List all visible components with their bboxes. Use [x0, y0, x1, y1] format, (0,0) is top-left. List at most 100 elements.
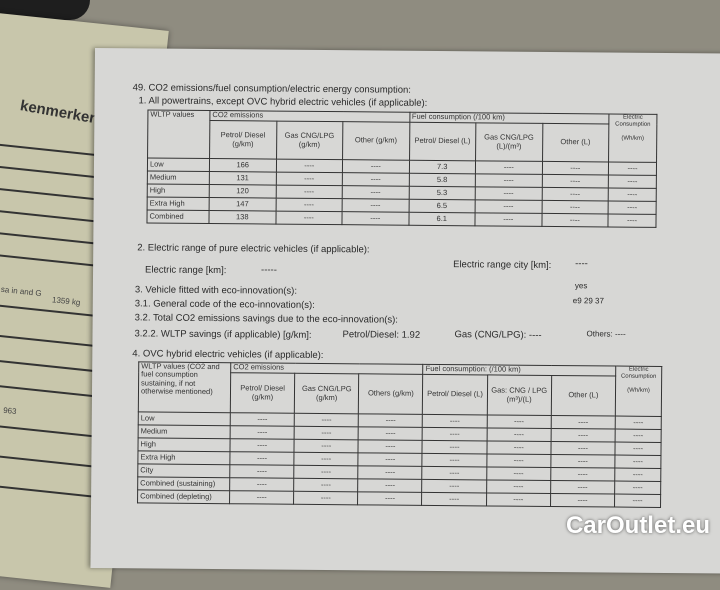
wltp-savings-gas: Gas (CNG/LPG): ---- [454, 329, 542, 341]
electric-header: Electric Consumption (Wh/km) [608, 113, 657, 163]
empty-cell: ---- [422, 466, 487, 480]
row-label: Combined (sustaining) [137, 476, 230, 491]
electric-unit: (Wh/km) [627, 387, 650, 395]
empty-cell: ---- [541, 200, 609, 214]
empty-cell: ---- [541, 161, 609, 175]
empty-cell: ---- [541, 213, 609, 227]
empty-cell: ---- [614, 494, 661, 508]
empty-cell: ---- [357, 478, 423, 493]
empty-cell: ---- [341, 211, 409, 226]
empty-cell: ---- [342, 185, 409, 200]
electric-header-label: Electric Consumption [615, 114, 651, 128]
section-4-title: 4. OVC hybrid electric vehicles (if appl… [132, 348, 324, 362]
column-header: Petrol/ Diesel (g/km) [209, 120, 277, 160]
row-label: Medium [138, 424, 231, 439]
empty-cell: ---- [422, 427, 487, 441]
empty-cell: ---- [608, 174, 657, 189]
electric-unit: (Wh/km) [621, 135, 645, 142]
empty-cell: ---- [294, 413, 359, 427]
empty-cell: ---- [541, 187, 609, 201]
row-label: Medium [147, 170, 210, 185]
electric-range-label: Electric range [km]: [145, 264, 227, 277]
eco-innovation-code: e9 29 37 [572, 296, 604, 306]
empty-cell: ---- [474, 212, 542, 227]
empty-cell: ---- [550, 480, 615, 495]
empty-cell: ---- [422, 453, 487, 467]
wltp-savings-petrol: Petrol/Diesel: 1.92 [342, 329, 421, 341]
empty-cell: ---- [342, 198, 409, 213]
empty-cell: ---- [358, 452, 423, 467]
empty-cell: ---- [275, 211, 343, 225]
row-label: Combined (depleting) [137, 489, 230, 504]
empty-cell: ---- [358, 465, 423, 480]
section-3-2-2-title: 3.2.2. WLTP savings (if applicable) [g/k… [134, 328, 312, 341]
row-label: Combined [146, 209, 210, 224]
empty-cell: ---- [475, 199, 542, 214]
empty-cell: ---- [486, 492, 551, 507]
empty-cell: ---- [230, 425, 295, 440]
empty-cell: ---- [607, 213, 657, 228]
empty-cell: ---- [486, 453, 551, 468]
empty-cell: ---- [550, 428, 616, 443]
column-header: Petrol/ Diesel (L) [409, 122, 476, 161]
empty-cell: ---- [229, 438, 295, 453]
column-header: Gas CNG/LPG (L)/(m³) [475, 122, 543, 162]
empty-cell: ---- [608, 200, 657, 215]
empty-cell: ---- [293, 465, 359, 479]
under-value: 963 [2, 405, 17, 417]
empty-cell: ---- [230, 412, 295, 427]
column-header: Petrol/ Diesel (L) [422, 374, 488, 415]
fuel-value: 6.5 [408, 199, 476, 213]
section-3-2-title: 3.2. Total CO2 emissions savings due to … [134, 312, 399, 326]
table-ovc-hybrid: WLTP values (CO2 and fuel consumption su… [137, 361, 662, 508]
row-label: High [147, 183, 210, 198]
co2-value: 120 [209, 184, 276, 199]
electric-range-city-value: ---- [575, 258, 588, 270]
fuel-value: 7.3 [408, 160, 476, 174]
electric-range-city-label: Electric range city [km]: [453, 259, 552, 271]
column-header: Gas CNG/LPG (g/km) [276, 121, 343, 160]
empty-cell: ---- [615, 429, 662, 443]
empty-cell: ---- [486, 427, 551, 442]
empty-cell: ---- [358, 439, 423, 454]
column-header: Petrol/ Diesel (g/km) [230, 372, 295, 414]
column-header: Other (L) [542, 123, 609, 162]
empty-cell: ---- [421, 492, 487, 506]
section-3-1-title: 3.1. General code of the eco-innovation(… [134, 298, 315, 311]
empty-cell: ---- [475, 186, 542, 201]
empty-cell: ---- [486, 440, 551, 455]
empty-cell: ---- [614, 468, 661, 482]
empty-cell: ---- [614, 442, 662, 456]
empty-cell: ---- [608, 187, 657, 202]
wltp-header: WLTP values (CO2 and fuel consumption su… [138, 361, 231, 413]
empty-cell: ---- [294, 452, 359, 466]
empty-cell: ---- [550, 415, 616, 430]
empty-cell: ---- [293, 478, 359, 492]
fuel-value: 5.8 [408, 173, 476, 187]
empty-cell: ---- [475, 160, 543, 175]
empty-cell: ---- [357, 491, 423, 506]
fuel-value: 6.1 [408, 212, 476, 226]
empty-cell: ---- [486, 479, 551, 494]
section-49-title: 49. CO2 emissions/fuel consumption/elect… [132, 82, 411, 96]
empty-cell: ---- [614, 455, 661, 469]
empty-cell: ---- [422, 414, 487, 428]
column-header: Gas: CNG / LPG (m³)/(L) [486, 374, 552, 416]
empty-cell: ---- [550, 441, 616, 456]
empty-cell: ---- [608, 161, 657, 176]
section-3-title: 3. Vehicle fitted with eco-innovation(s)… [134, 284, 298, 297]
column-header: Other (g/km) [342, 121, 410, 161]
column-header: Others (g/km) [358, 373, 424, 415]
section-1-title: 1. All powertrains, except OVC hybrid el… [138, 95, 428, 109]
electric-range-value: ----- [261, 264, 277, 276]
empty-cell: ---- [422, 440, 487, 454]
empty-cell: ---- [550, 454, 615, 469]
row-label: Extra High [147, 196, 210, 211]
row-label: Extra High [137, 450, 230, 465]
empty-cell: ---- [550, 493, 615, 508]
section-2-title: 2. Electric range of pure electric vehic… [137, 242, 370, 256]
co2-value: 166 [209, 158, 277, 173]
row-label: Low [147, 157, 210, 172]
row-label: High [137, 437, 231, 452]
empty-cell: ---- [275, 198, 343, 212]
